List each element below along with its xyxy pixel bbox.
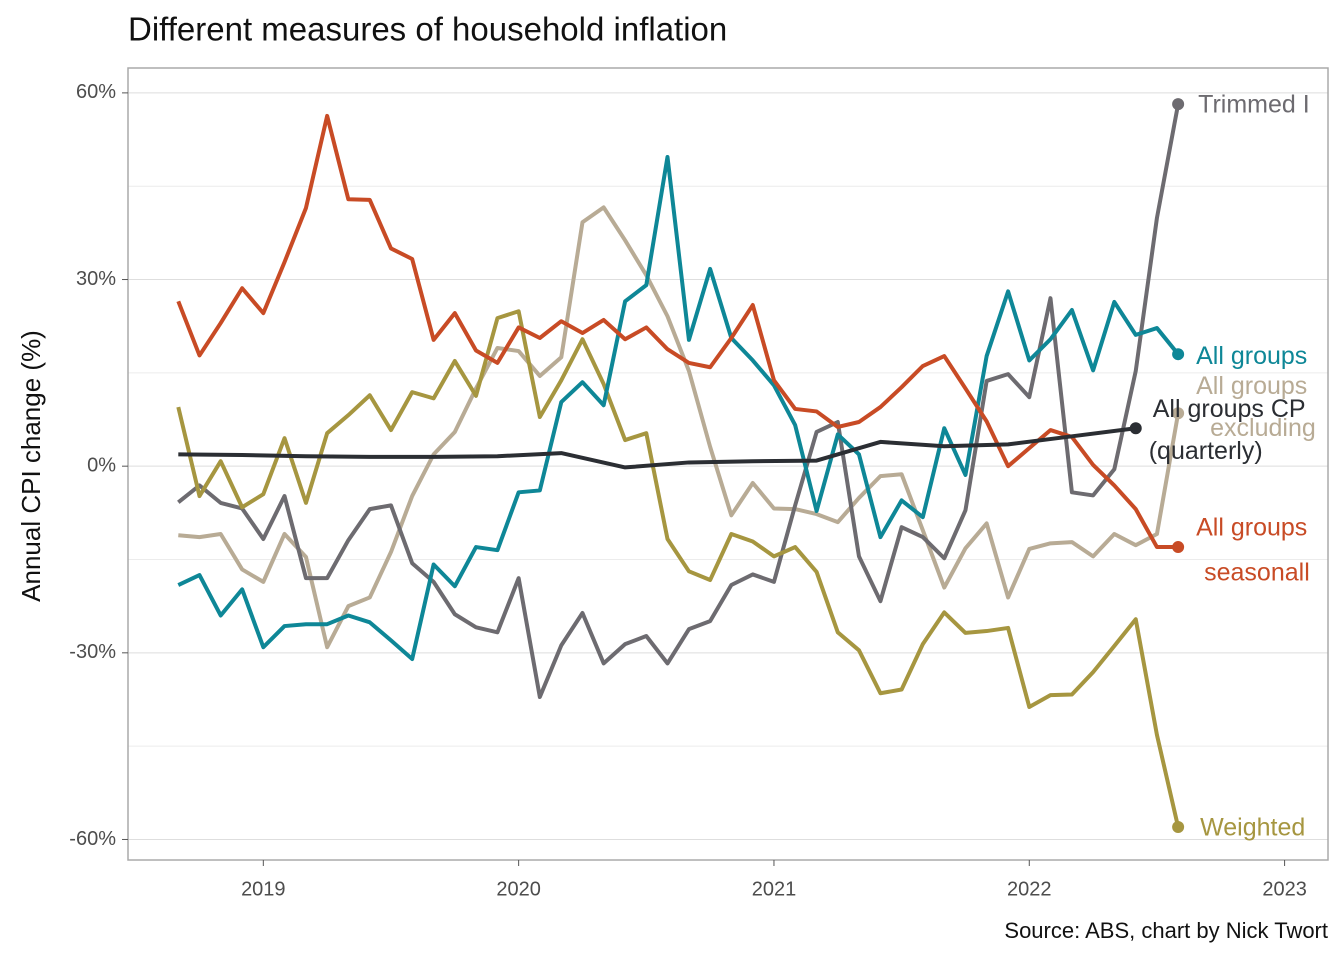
series-label: All groups CP [1153, 395, 1306, 423]
series-label: Trimmed I [1198, 91, 1310, 119]
panel-border [127, 67, 1329, 861]
series-label: Weighted [1200, 814, 1305, 842]
caption: Source: ABS, chart by Nick Twort [1004, 918, 1328, 943]
y-axis-label: Annual CPI change (%) [16, 330, 46, 602]
end-point [1129, 422, 1142, 435]
end-point [1172, 348, 1185, 361]
chart-title: Different measures of household inflatio… [128, 11, 727, 48]
end-point [1172, 821, 1185, 834]
end-point [1172, 98, 1185, 111]
x-tick-label: 2022 [1007, 878, 1052, 900]
y-tick-label: 60% [76, 81, 116, 103]
end-point [1172, 541, 1185, 554]
x-tick-label: 2019 [241, 878, 286, 900]
axes: 60% 30% 0% -30% -60% 2019 2020 2021 2022 2023 [69, 81, 1307, 900]
series-line [176, 113, 1179, 550]
series-line [177, 154, 1180, 662]
y-tick-label: -30% [69, 641, 116, 663]
series-label: (quarterly) [1149, 437, 1263, 465]
series-label: All groups [1196, 372, 1307, 400]
series-line [176, 309, 1181, 828]
series-label: All groups [1196, 342, 1307, 370]
x-tick-label: 2020 [496, 878, 541, 900]
x-tick-label: 2021 [752, 878, 797, 900]
series-line [177, 103, 1181, 699]
end-point [1172, 407, 1185, 420]
x-tick-label: 2023 [1262, 878, 1307, 900]
series-line [178, 205, 1181, 650]
series-label: excluding [1210, 414, 1316, 442]
grid [128, 92, 1328, 840]
y-tick-label: -60% [69, 828, 116, 850]
series-label: seasonall [1204, 559, 1310, 587]
y-tick-label: 30% [76, 268, 116, 290]
series-label: All groups [1196, 514, 1307, 542]
y-tick-label: 0% [87, 454, 116, 476]
plot-area: All groups excluding Trimmed I Weighted All … [176, 91, 1316, 842]
series-line [178, 426, 1136, 470]
